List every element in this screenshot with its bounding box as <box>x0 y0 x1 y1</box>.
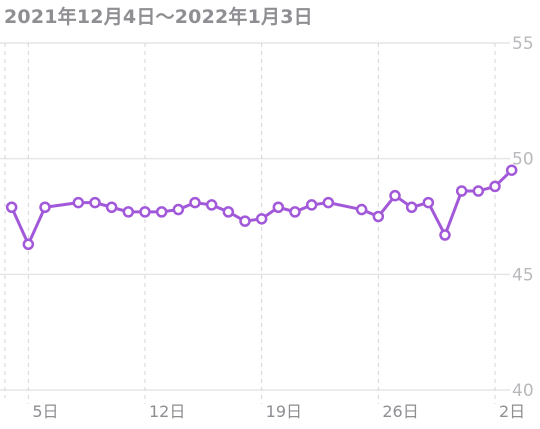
data-point <box>439 229 451 241</box>
data-point <box>139 206 151 218</box>
x-tick-label: 2日 <box>499 402 525 421</box>
data-point <box>5 201 18 213</box>
data-point <box>272 201 285 213</box>
y-tick-label: 40 <box>512 381 534 401</box>
chart-title: 2021年12月4日〜2022年1月3日 <box>4 6 313 28</box>
data-point <box>72 196 85 209</box>
data-point <box>239 215 251 227</box>
x-tick-label: 26日 <box>382 402 418 421</box>
data-point <box>222 206 235 218</box>
y-tick-label: 55 <box>512 34 534 54</box>
data-point <box>39 201 51 213</box>
data-point <box>189 196 201 209</box>
data-point <box>89 196 101 209</box>
data-point <box>22 238 35 251</box>
data-point <box>455 185 468 197</box>
data-point <box>122 206 135 218</box>
data-point <box>405 201 418 213</box>
data-point <box>355 203 368 216</box>
data-point <box>389 189 401 202</box>
y-tick-label: 50 <box>512 150 534 170</box>
data-point <box>489 180 501 193</box>
data-point <box>105 201 118 213</box>
y-tick-label: 45 <box>512 265 534 285</box>
data-point <box>372 210 385 223</box>
data-point <box>289 206 301 218</box>
data-point <box>305 199 318 211</box>
data-point <box>322 196 335 209</box>
data-point <box>255 213 268 225</box>
x-tick-label: 5日 <box>32 402 58 421</box>
data-point <box>422 196 435 209</box>
data-point <box>172 203 185 216</box>
data-point <box>505 164 518 176</box>
x-tick-label: 19日 <box>266 402 302 421</box>
data-point <box>472 185 485 197</box>
data-point <box>155 206 168 218</box>
data-point <box>205 199 218 211</box>
x-tick-label: 12日 <box>149 402 185 421</box>
